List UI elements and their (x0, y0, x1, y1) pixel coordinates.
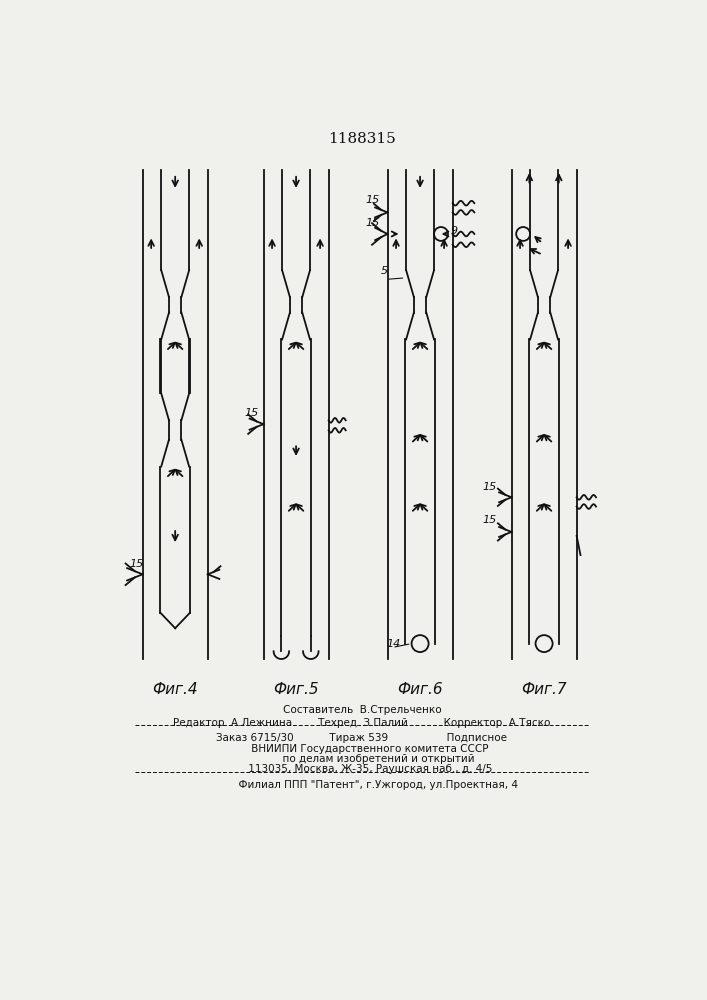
Text: ВНИИПИ Государственного комитета СССР: ВНИИПИ Государственного комитета СССР (235, 744, 489, 754)
Text: по делам изобретений и открытий: по делам изобретений и открытий (250, 754, 474, 764)
Text: 1188315: 1188315 (328, 132, 396, 146)
Text: 113035, Москва, Ж-35, Раушская наб., д. 4/5: 113035, Москва, Ж-35, Раушская наб., д. … (232, 764, 492, 774)
Text: Редактор  А.Лежнина        Техред  З.Палий           Корректор  А.Тяско: Редактор А.Лежнина Техред З.Палий Коррек… (173, 718, 551, 728)
Text: 15: 15 (366, 195, 380, 205)
Text: Фиг.7: Фиг.7 (521, 682, 567, 697)
Text: 15: 15 (366, 218, 380, 228)
Text: Фиг.6: Фиг.6 (397, 682, 443, 697)
Text: 15: 15 (129, 559, 144, 569)
Text: 15: 15 (245, 408, 259, 418)
Text: 15: 15 (482, 482, 496, 492)
Text: 14: 14 (387, 639, 401, 649)
Text: Составитель  В.Стрельченко: Составитель В.Стрельченко (283, 705, 441, 715)
Text: Фиг.5: Фиг.5 (274, 682, 319, 697)
Text: 5: 5 (380, 266, 387, 276)
Text: Заказ 6715/30           Тираж 539                  Подписное: Заказ 6715/30 Тираж 539 Подписное (216, 733, 508, 743)
Text: Филиал ППП "Патент", г.Ужгород, ул.Проектная, 4: Филиал ППП "Патент", г.Ужгород, ул.Проек… (206, 780, 518, 790)
Text: 15: 15 (482, 515, 496, 525)
Text: 9: 9 (450, 226, 457, 236)
Text: Фиг.4: Фиг.4 (153, 682, 198, 697)
